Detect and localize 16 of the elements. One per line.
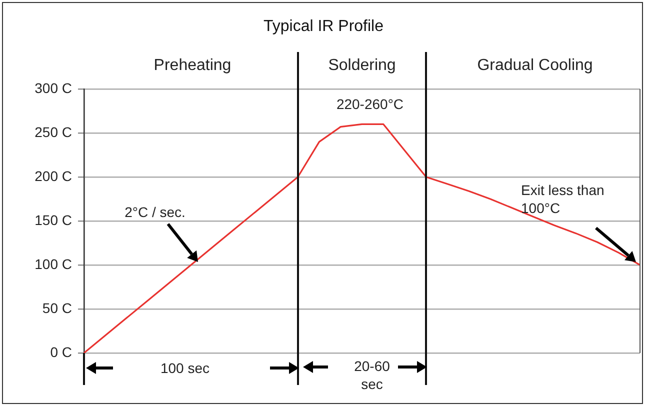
text: Soldering — [327, 57, 397, 75]
y-tick-label: 200 C — [34, 168, 72, 184]
chart-title: Typical IR Profile — [262, 18, 385, 36]
y-tick-label: 0 C — [50, 344, 72, 360]
text: 20-60 sec — [353, 357, 391, 393]
y-tick-label: 300 C — [34, 80, 72, 96]
text: Preheating — [152, 57, 232, 75]
y-tick-label: 100 C — [34, 256, 72, 272]
text: Gradual Cooling — [476, 57, 594, 75]
annotation: 2°C / sec. — [124, 203, 186, 221]
text: 100 sec — [159, 359, 211, 377]
annotation: 220-260°C — [335, 95, 405, 113]
y-tick-label: 50 C — [42, 300, 72, 316]
y-tick-label: 250 C — [34, 124, 72, 140]
annotation: Exit less than 100°C — [521, 181, 606, 217]
y-tick-label: 150 C — [34, 212, 72, 228]
